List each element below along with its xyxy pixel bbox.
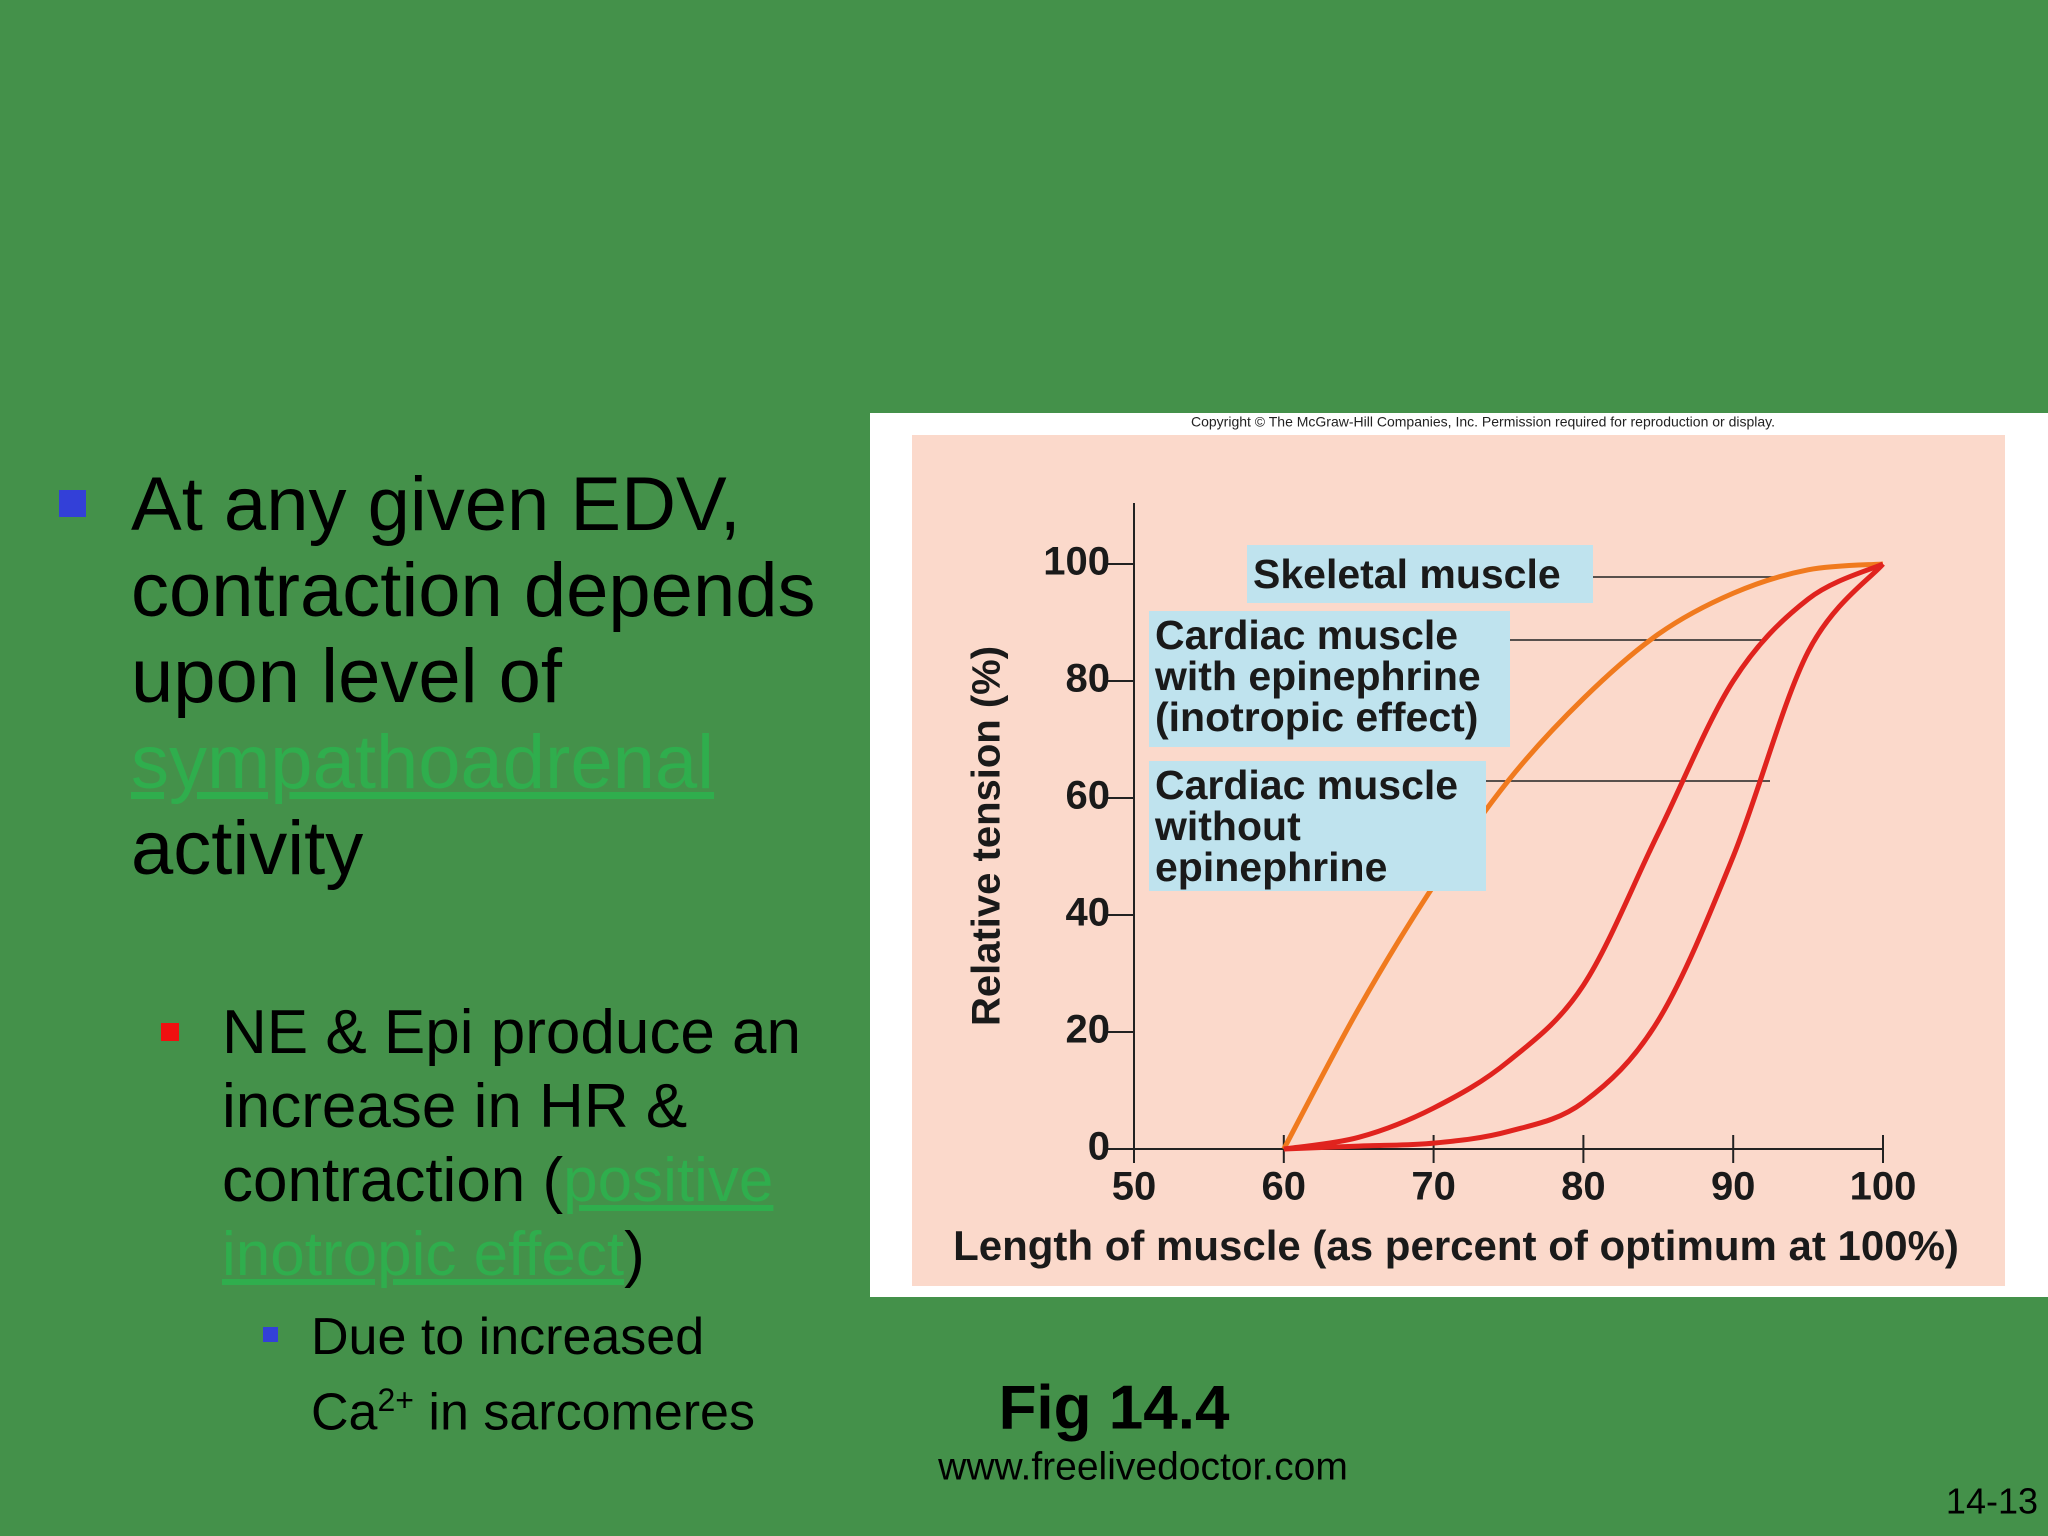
link[interactable]: positive inotropic effect <box>222 1146 774 1289</box>
bullet-text: NE & Epi produce an increase in HR & con… <box>222 998 802 1215</box>
series-label: Cardiac muscle with epinephrine (inotrop… <box>1149 611 1510 747</box>
series-label: Skeletal muscle <box>1247 545 1593 603</box>
y-tick-label: 80 <box>1066 657 1111 701</box>
bullet-text: ) <box>624 1220 645 1289</box>
url: www.freelivedoctor.com <box>937 1445 1348 1488</box>
x-tick-label: 90 <box>1711 1165 1756 1209</box>
y-tick-label: 20 <box>1066 1008 1111 1052</box>
x-tick-label: 80 <box>1561 1165 1606 1209</box>
series-line <box>1283 562 1885 1152</box>
link[interactable]: sympathoadrenal <box>131 720 715 805</box>
copyright: Copyright © The McGraw-Hill Companies, I… <box>1191 414 1775 430</box>
bullet-text: activity <box>131 806 364 891</box>
bullet-marker <box>263 1327 278 1342</box>
series-line <box>1281 561 1884 1151</box>
x-tick-label: 100 <box>1850 1165 1917 1209</box>
y-tick-label: 40 <box>1066 891 1111 935</box>
bullet-text: in sarcomeres <box>428 1383 755 1442</box>
x-tick-label: 70 <box>1411 1165 1456 1209</box>
superscript: 2+ <box>377 1382 414 1418</box>
bullet-2: NE & Epi produce an increase in HR & con… <box>222 996 807 1292</box>
bullet-marker <box>59 490 86 517</box>
bullet-text: At any given EDV, contraction depends up… <box>131 462 816 719</box>
series-label: Cardiac muscle without epinephrine <box>1149 761 1486 891</box>
y-tick-label: 60 <box>1066 774 1111 818</box>
page-number: 14-13 <box>1946 1481 2038 1522</box>
bullet-marker <box>161 1023 179 1041</box>
y-tick-label: 100 <box>1043 540 1110 584</box>
x-axis-label: Length of muscle (as percent of optimum … <box>953 1222 1959 1269</box>
bullet-1: At any given EDV, contraction depends up… <box>131 462 831 892</box>
bullet-3: Due to increased Ca2+ in sarcomeres <box>311 1306 781 1444</box>
y-axis-label: Relative tension (%) <box>965 646 1009 1026</box>
x-tick-label: 60 <box>1262 1165 1307 1209</box>
y-tick-label: 0 <box>1088 1125 1110 1169</box>
bullet-text: Due to increased Ca <box>311 1308 705 1442</box>
series-line <box>1283 561 1885 1152</box>
x-tick-label: 50 <box>1112 1165 1157 1209</box>
figure-caption: Fig 14.4 <box>999 1373 1230 1442</box>
